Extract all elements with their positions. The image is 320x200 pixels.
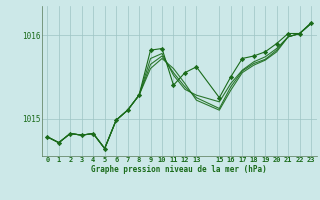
X-axis label: Graphe pression niveau de la mer (hPa): Graphe pression niveau de la mer (hPa)	[91, 165, 267, 174]
